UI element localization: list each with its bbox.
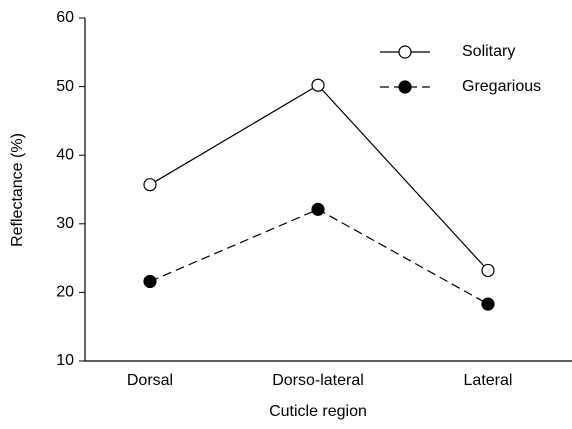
series-line — [149, 208, 489, 305]
y-tick-label: 40 — [56, 146, 74, 163]
point — [143, 274, 157, 289]
y-axis-title: Reflectance (%) — [9, 133, 26, 247]
x-axis-title: Cuticle region — [269, 403, 367, 420]
y-tick-label: 60 — [56, 9, 74, 26]
y-tick-label: 10 — [56, 352, 74, 369]
x-tick-label: Lateral — [464, 372, 513, 389]
point — [481, 263, 495, 278]
y-tick-label: 20 — [56, 284, 74, 301]
point — [311, 78, 325, 92]
series-line — [149, 84, 489, 271]
legend-marker — [398, 45, 412, 59]
legend-label: Gregarious — [462, 78, 541, 95]
x-tick-label: Dorso-lateral — [272, 372, 364, 389]
point — [481, 297, 495, 311]
y-tick-label: 50 — [56, 78, 74, 95]
y-tick-label: 30 — [56, 215, 74, 232]
point — [311, 202, 325, 216]
legend-label: Solitary — [462, 43, 515, 60]
point — [143, 178, 157, 192]
x-tick-label: Dorsal — [127, 372, 173, 389]
legend-marker — [398, 80, 412, 94]
